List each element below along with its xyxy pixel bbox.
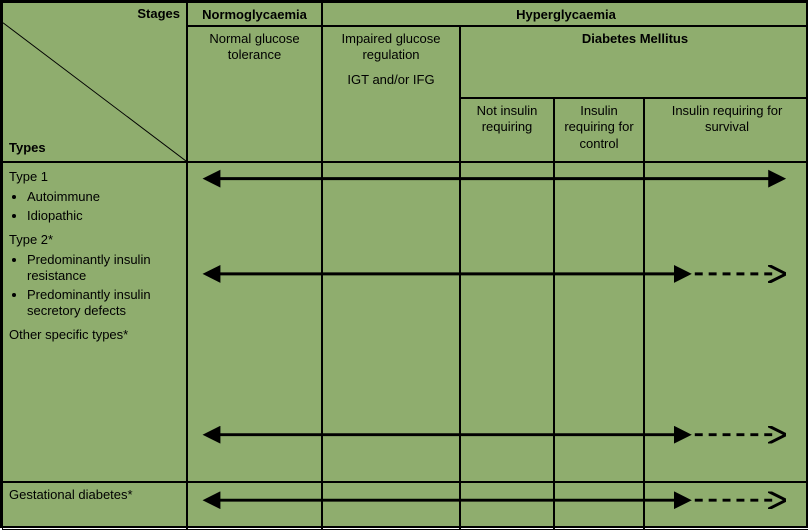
gest-col-1	[322, 482, 460, 530]
header-not-insulin-label: Not insulin requiring	[477, 103, 538, 134]
corner-diagonal	[3, 3, 186, 161]
list-item: Autoimmune	[27, 189, 180, 205]
gest-col-4	[644, 482, 808, 530]
body-col-2	[460, 162, 554, 482]
header-not-insulin: Not insulin requiring	[460, 98, 554, 162]
gest-col-3	[554, 482, 644, 530]
header-insulin-control: Insulin requiring for control	[554, 98, 644, 162]
header-diabetes-mellitus: Diabetes Mellitus	[460, 26, 808, 98]
type1-label: Type 1	[9, 169, 48, 184]
igt-ifg-label: IGT and/or IFG	[347, 72, 434, 87]
list-item: Predominantly insulin secretory defects	[27, 287, 180, 320]
body-col-3	[554, 162, 644, 482]
diabetes-stages-table: Stages Types Normoglycaemia Hyperglycaemia N…	[0, 0, 808, 528]
body-col-4	[644, 162, 808, 482]
type2-label: Type 2*	[9, 232, 53, 247]
types-column-main: Type 1 Autoimmune Idiopathic Type 2* Predomi…	[2, 162, 187, 482]
stages-label: Stages	[137, 6, 180, 22]
header-normal-tolerance-label: Normal glucose tolerance	[209, 31, 299, 62]
impaired-label: Impaired glucose regulation	[342, 31, 441, 62]
type1-bullet-1: Idiopathic	[27, 208, 83, 223]
header-insulin-survival-label: Insulin requiring for survival	[672, 103, 783, 134]
types-gestational: Gestational diabetes*	[2, 482, 187, 530]
corner-types-stages: Stages Types	[2, 2, 187, 162]
header-hyperglycaemia: Hyperglycaemia	[322, 2, 808, 26]
list-item: Predominantly insulin resistance	[27, 252, 180, 285]
body-col-1	[322, 162, 460, 482]
header-hyperglycaemia-label: Hyperglycaemia	[516, 7, 616, 22]
header-diabetes-mellitus-label: Diabetes Mellitus	[582, 31, 688, 46]
types-text: Types	[9, 140, 46, 155]
gest-col-0	[187, 482, 322, 530]
header-impaired: Impaired glucose regulation IGT and/or IF…	[322, 26, 460, 162]
type2-bullets: Predominantly insulin resistance Predomin…	[9, 252, 180, 319]
header-normal-tolerance: Normal glucose tolerance	[187, 26, 322, 162]
gest-col-2	[460, 482, 554, 530]
gestational-label: Gestational diabetes*	[9, 487, 133, 502]
other-types-label: Other specific types*	[9, 327, 128, 342]
types-label: Types	[9, 140, 46, 156]
type1-bullets: Autoimmune Idiopathic	[9, 189, 180, 224]
header-insulin-control-label: Insulin requiring for control	[564, 103, 633, 151]
stages-text: Stages	[137, 6, 180, 21]
header-normoglycaemia: Normoglycaemia	[187, 2, 322, 26]
header-insulin-survival: Insulin requiring for survival	[644, 98, 808, 162]
type2-bullet-1: Predominantly insulin secretory defects	[27, 287, 151, 318]
body-col-0	[187, 162, 322, 482]
type1-bullet-0: Autoimmune	[27, 189, 100, 204]
header-normoglycaemia-label: Normoglycaemia	[202, 7, 307, 22]
type2-bullet-0: Predominantly insulin resistance	[27, 252, 151, 283]
list-item: Idiopathic	[27, 208, 180, 224]
